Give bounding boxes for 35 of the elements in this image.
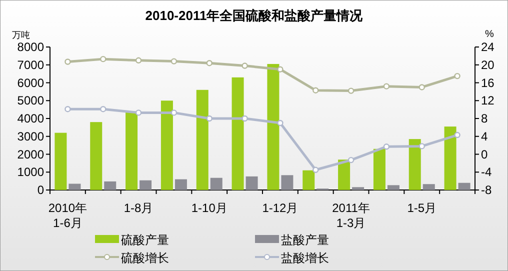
- y-tick-label: 2000: [17, 147, 44, 162]
- x-tick-label: 1-5月: [407, 201, 437, 215]
- y-tick-label: 3000: [17, 129, 44, 144]
- y-tick-label: 5000: [17, 94, 44, 108]
- x-tick-label: 1-12月: [262, 201, 298, 215]
- legend-item: 硫酸产量: [95, 233, 169, 247]
- y2-tick-label: 20: [481, 58, 495, 72]
- y2-axis-title: %: [485, 29, 494, 40]
- y-tick-label: 1000: [17, 165, 44, 180]
- legend-item: 盐酸产量: [255, 233, 329, 247]
- y2-tick-label: 16: [481, 76, 495, 90]
- y2-tick-label: 8: [481, 112, 488, 126]
- y-tick-label: 0: [37, 183, 44, 197]
- legend-label: 盐酸产量: [281, 233, 329, 247]
- y-tick-label: 6000: [17, 76, 44, 90]
- y2-tick-label: 12: [481, 94, 495, 108]
- legend-label: 硫酸产量: [121, 233, 169, 247]
- chart-title: 2010-2011年全国硫酸和盐酸产量情况: [145, 8, 364, 23]
- y2-tick-label: -4: [481, 165, 492, 180]
- y-axis-title: 万吨: [12, 30, 30, 40]
- x-tick-label: 1-10月: [191, 201, 228, 215]
- x-tick-label: 2010年 1-6月: [48, 201, 88, 230]
- y2-tick-label: 24: [481, 40, 495, 54]
- legend-item: 硫酸增长: [95, 251, 169, 265]
- legend-label: 盐酸增长: [281, 251, 329, 265]
- y-tick-label: 7000: [17, 58, 44, 72]
- legend-item: 盐酸增长: [255, 251, 329, 265]
- y-tick-label: 4000: [17, 112, 44, 126]
- y-tick-label: 8000: [17, 40, 44, 54]
- legend-label: 硫酸增长: [121, 251, 169, 265]
- x-tick-label: 2011年 1-3月: [332, 201, 370, 230]
- y2-tick-label: 4: [481, 129, 488, 144]
- y2-tick-label: -8: [481, 183, 492, 197]
- y2-tick-label: 0: [481, 147, 488, 162]
- x-tick-label: 1-8月: [124, 201, 154, 215]
